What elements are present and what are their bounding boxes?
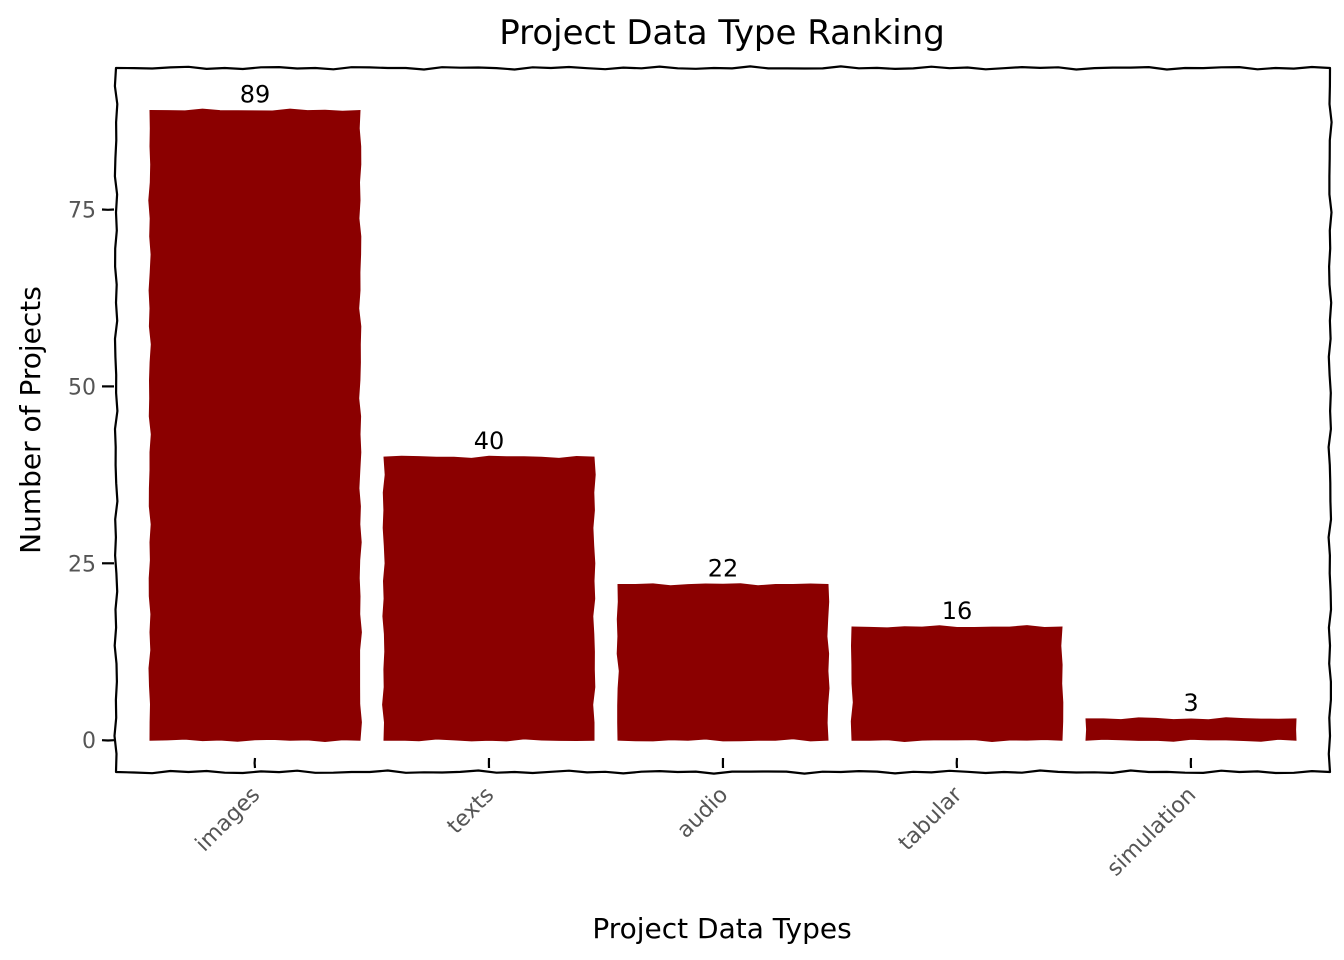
data-label-simulation: 3: [1183, 689, 1198, 717]
plot-area: 89 images 40 texts 22 audio 16 tabular 3 simulati…: [68, 65, 1333, 882]
bar-audio: [616, 583, 830, 742]
data-label-tabular: 16: [942, 597, 973, 625]
bar-tabular: [850, 625, 1064, 743]
y-tick-label-25: 25: [68, 552, 96, 577]
x-tick-label-images: images: [191, 783, 265, 857]
x-axis-label: Project Data Types: [592, 912, 851, 945]
data-label-images: 89: [240, 80, 271, 108]
bar-simulation: [1085, 717, 1297, 742]
plot-frame: [113, 65, 1333, 775]
chart-title: Project Data Type Ranking: [499, 13, 945, 53]
y-axis-label: Number of Projects: [14, 286, 47, 554]
x-tick-label-texts: texts: [443, 783, 499, 839]
y-tick-label-75: 75: [68, 199, 96, 224]
y-tick-label-0: 0: [82, 729, 96, 754]
x-tick-label-audio: audio: [672, 783, 733, 844]
x-tick-label-simulation: simulation: [1102, 783, 1201, 882]
x-tick-label-tabular: tabular: [894, 782, 968, 856]
y-tick-label-50: 50: [68, 375, 96, 400]
bar-images: [148, 108, 362, 743]
bar-texts: [382, 455, 596, 742]
data-label-audio: 22: [708, 555, 739, 583]
data-label-texts: 40: [474, 427, 505, 455]
